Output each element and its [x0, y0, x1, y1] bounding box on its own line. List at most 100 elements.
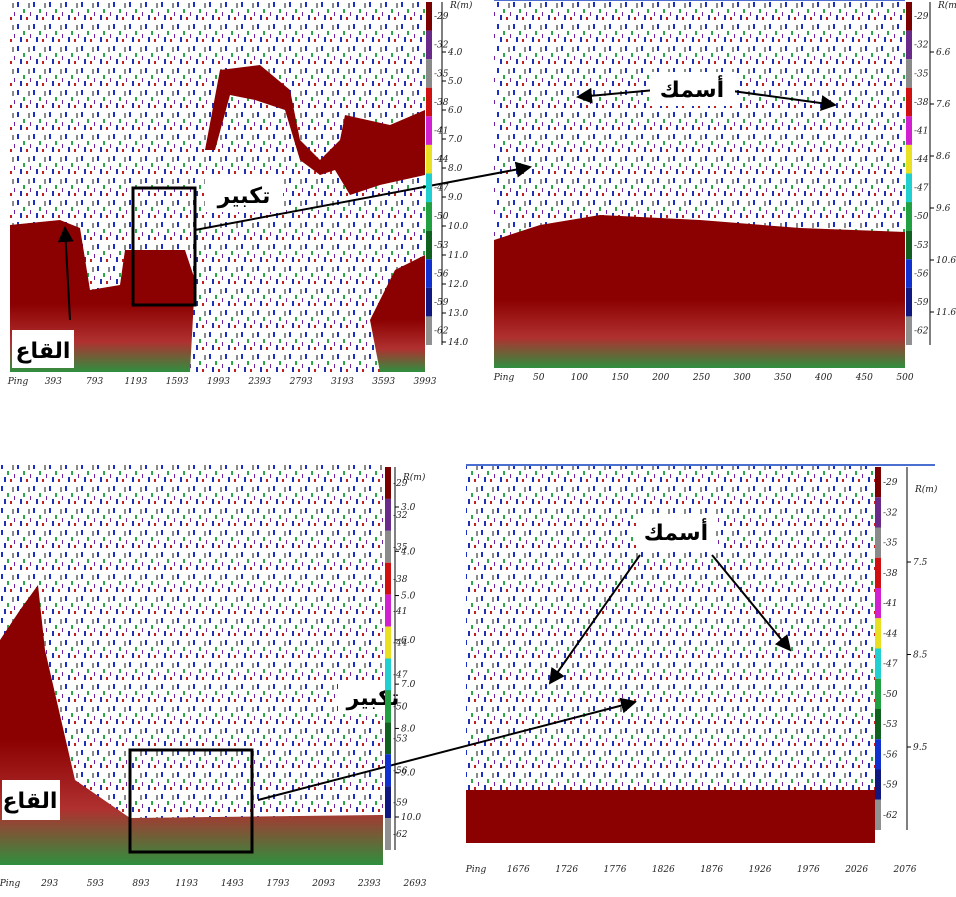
zoom-box [128, 748, 254, 854]
seabed [466, 790, 875, 843]
colorbar-segment [906, 116, 912, 145]
colorbar-label: -38 [434, 98, 449, 108]
x-tick-label: Ping [0, 879, 20, 889]
colorbar-label: -53 [914, 241, 929, 251]
colorbar-segment [906, 230, 912, 260]
colorbar-label: -32 [914, 41, 929, 51]
depth-tick-label: 5.0 [448, 77, 463, 87]
colorbar-label: -50 [393, 703, 408, 713]
colorbar-segment [385, 658, 391, 691]
colorbar-segment [385, 562, 391, 595]
colorbar-label: -44 [393, 639, 408, 649]
depth-tick-label: 10.0 [401, 813, 421, 823]
colorbar-label: -29 [393, 479, 408, 489]
depth-tick-label: 9.0 [448, 193, 463, 203]
x-tick-label: 450 [855, 373, 873, 383]
colorbar-segment [906, 87, 912, 117]
seabed [494, 215, 905, 368]
colorbar-label: -47 [883, 660, 898, 670]
depth-tick-label: 8.5 [913, 651, 928, 661]
x-tick-label: 1793 [267, 879, 290, 889]
colorbar-segment [906, 59, 912, 88]
depth-tick-label: 4.0 [447, 48, 463, 58]
colorbar-segment [385, 594, 391, 627]
colorbar-label: -41 [883, 599, 898, 609]
x-tick-label: 2693 [403, 879, 427, 889]
colorbar-label: -62 [883, 811, 898, 821]
colorbar-label: -53 [883, 720, 898, 730]
arrows [57, 87, 837, 801]
label: القاع [3, 789, 58, 814]
colorbar-label: -47 [914, 184, 929, 194]
colorbar-segment [426, 173, 432, 203]
x-tick-label: 1826 [652, 865, 675, 875]
colorbar-segment [385, 467, 391, 499]
depth-tick-label: 6.0 [448, 106, 463, 116]
colorbar-label: -32 [883, 508, 898, 518]
depth-tick-label: 9.0 [401, 769, 416, 779]
x-tick-label: 1976 [797, 865, 820, 875]
colorbar-segment [385, 530, 391, 563]
colorbar-segment [875, 527, 881, 558]
label: تكبير [217, 184, 271, 209]
colorbar-label: -44 [883, 629, 898, 639]
colorbar-label: -35 [883, 539, 898, 549]
x-tick-label: 893 [132, 879, 149, 889]
colorbar-label: -56 [883, 750, 898, 760]
colorbar-label: -59 [434, 298, 449, 308]
x-tick-label: Ping [465, 865, 487, 875]
x-tick-label: 2076 [893, 865, 917, 875]
depth-tick-label: 14.0 [448, 338, 468, 348]
colorbar-segment [875, 769, 881, 800]
colorbar-label: -35 [914, 69, 929, 79]
label: أسمك [660, 74, 724, 103]
x-tick-label: 3993 [414, 377, 437, 387]
x-tick-label: 3593 [372, 377, 395, 387]
depth-tick-label: 7.0 [448, 135, 463, 145]
colorbar-segment [385, 690, 391, 723]
x-tick-label: 1493 [221, 879, 244, 889]
depth-label: R(m) [402, 472, 426, 483]
colorbar-segment [906, 259, 912, 288]
colorbar-segment [426, 202, 432, 231]
colorbar-segment [906, 2, 912, 31]
colorbar-segment [875, 557, 881, 588]
depth-tick-label: 8.0 [448, 164, 463, 174]
colorbar-segment [426, 287, 432, 317]
colorbar-label: -59 [883, 781, 898, 791]
depth-tick-label: 9.6 [936, 204, 951, 214]
colorbar-label: -35 [434, 69, 449, 79]
colorbar-segment [906, 316, 912, 345]
depth-tick-label: 11.6 [936, 308, 956, 318]
depth-tick-label: 13.0 [448, 309, 468, 319]
colorbar-segment [906, 202, 912, 231]
colorbar-label: -29 [914, 12, 929, 22]
label: القاع [16, 339, 71, 364]
x-tick-label: 1776 [604, 865, 627, 875]
x-tick-label: 350 [774, 373, 791, 383]
x-tick-label: 250 [692, 373, 710, 383]
depth-tick-label: 4.0 [400, 547, 416, 557]
depth-tick-label: 10.0 [448, 222, 468, 232]
colorbar-segment [426, 316, 432, 345]
colorbar-segment [385, 498, 391, 531]
colorbar-segment [426, 59, 432, 88]
colorbar-label: -32 [393, 511, 408, 521]
colorbar-label: -41 [393, 607, 408, 617]
x-tick-label: 50 [533, 373, 545, 383]
colorbar-label: -47 [434, 184, 449, 194]
colorbar-segment [385, 818, 391, 850]
colorbar-label: -38 [914, 98, 929, 108]
colorbar-segment [875, 497, 881, 528]
depth-tick-label: 5.0 [401, 592, 416, 602]
colorbar-segment [906, 144, 912, 174]
depth-tick-label: 6.0 [401, 636, 416, 646]
colorbar-label: -50 [914, 212, 929, 222]
colorbar-label: -29 [883, 478, 898, 488]
colorbar-label: -50 [883, 690, 898, 700]
colorbar-segment [875, 648, 881, 679]
x-tick-label: 593 [87, 879, 104, 889]
x-tick-label: 1876 [700, 865, 723, 875]
seabed [370, 255, 425, 372]
